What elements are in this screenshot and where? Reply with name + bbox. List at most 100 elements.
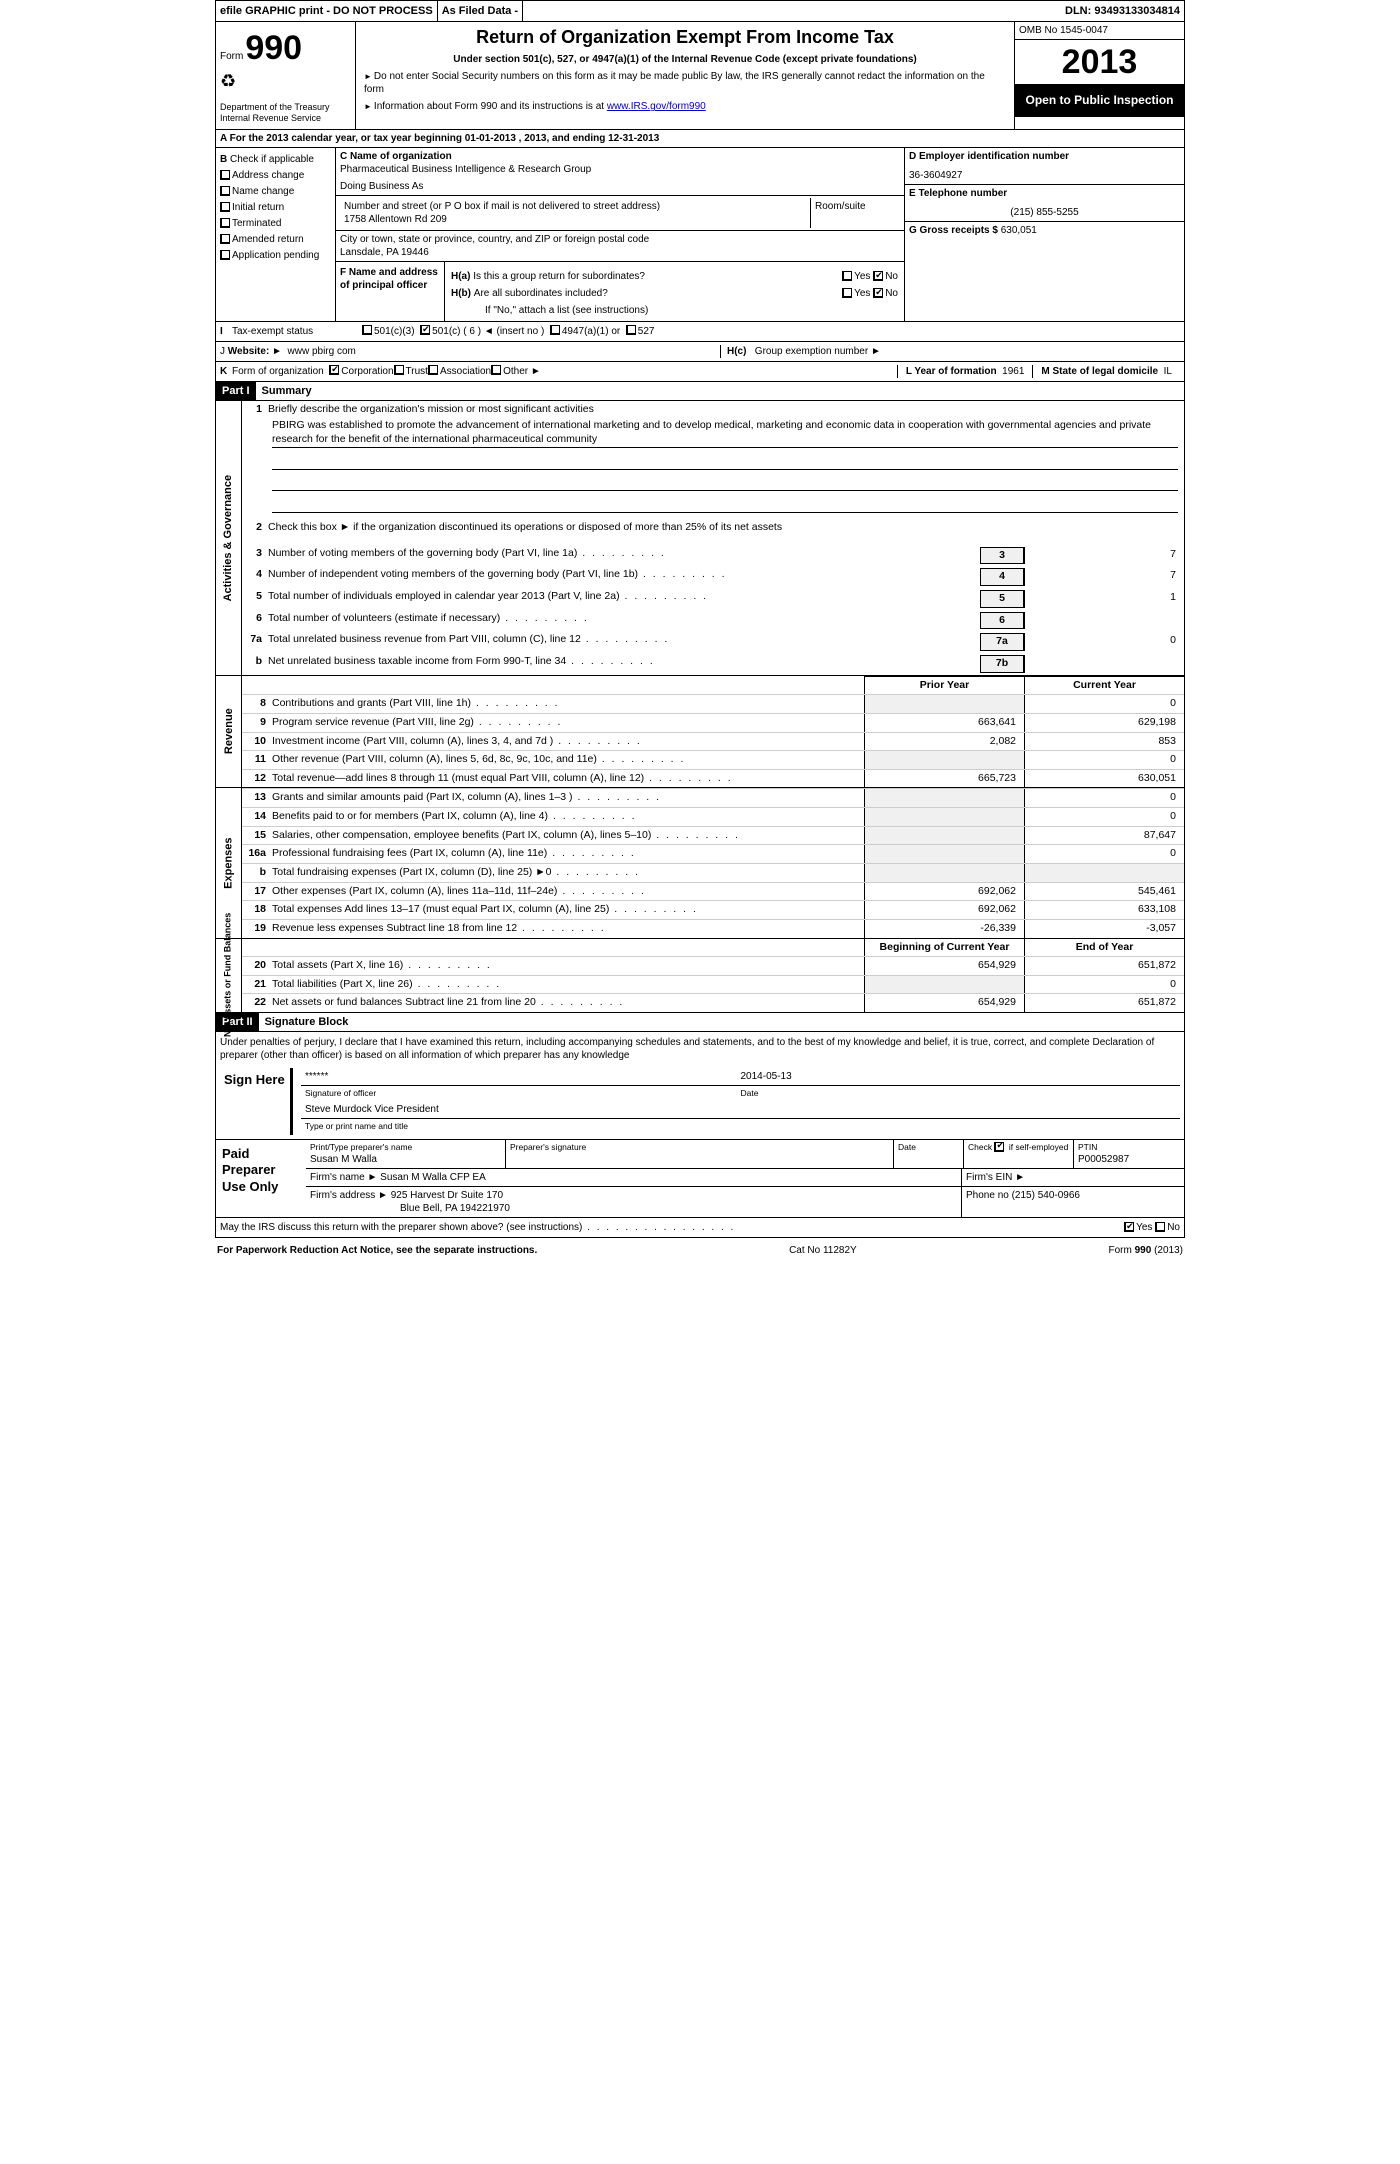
sig-date: 2014-05-13: [741, 1070, 1177, 1083]
financial-line: 14Benefits paid to or for members (Part …: [242, 807, 1184, 826]
note-2-pre: Information about Form 990 and its instr…: [374, 101, 607, 112]
checkbox-icon[interactable]: [491, 365, 501, 375]
dept-2: Internal Revenue Service: [220, 113, 351, 125]
line-a: A For the 2013 calendar year, or tax yea…: [215, 130, 1185, 148]
summary-line: 5Total number of individuals employed in…: [242, 588, 1184, 610]
signature-stars: ******: [305, 1070, 741, 1083]
financial-line: 20Total assets (Part X, line 16)654,9296…: [242, 956, 1184, 975]
checkbox-icon[interactable]: [842, 271, 852, 281]
financial-line: 22Net assets or fund balances Subtract l…: [242, 993, 1184, 1012]
ein-label: D Employer identification number: [909, 150, 1180, 163]
omb-number: OMB No 1545-0047: [1015, 22, 1184, 40]
org-address: 1758 Allentown Rd 209: [344, 213, 806, 226]
checkbox-icon[interactable]: [394, 365, 404, 375]
gross-value: 630,051: [1001, 225, 1037, 236]
row-j: J Website: ► www pbirg com H(c) Group ex…: [215, 342, 1185, 362]
checkbox-icon[interactable]: [362, 325, 372, 335]
room-label: Room/suite: [810, 198, 900, 228]
preparer-section: Paid Preparer Use Only Print/Type prepar…: [215, 1140, 1185, 1218]
org-city: Lansdale, PA 19446: [340, 246, 900, 259]
financial-line: 19Revenue less expenses Subtract line 18…: [242, 919, 1184, 938]
part-1-header: Part I Summary: [215, 382, 1185, 401]
financial-line: 13Grants and similar amounts paid (Part …: [242, 788, 1184, 807]
website-value: www pbirg com: [288, 346, 356, 357]
form-word: Form: [220, 50, 243, 63]
checkbox-icon[interactable]: [220, 250, 230, 260]
hb-note: If "No," attach a list (see instructions…: [451, 304, 898, 317]
financial-line: 10Investment income (Part VIII, column (…: [242, 732, 1184, 751]
paperwork-notice: For Paperwork Reduction Act Notice, see …: [217, 1244, 537, 1257]
checkbox-icon[interactable]: [626, 325, 636, 335]
summary-line: bNet unrelated business taxable income f…: [242, 653, 1184, 675]
financial-line: 17Other expenses (Part IX, column (A), l…: [242, 882, 1184, 901]
financial-line: bTotal fundraising expenses (Part IX, co…: [242, 863, 1184, 882]
part-2-header: Part II Signature Block: [215, 1013, 1185, 1032]
col-b: B Check if applicable Address change Nam…: [216, 148, 336, 321]
checkbox-icon[interactable]: [550, 325, 560, 335]
city-label: City or town, state or province, country…: [340, 233, 900, 246]
checkbox-icon[interactable]: [329, 365, 339, 375]
cat-no: Cat No 11282Y: [789, 1244, 857, 1257]
gross-label: G Gross receipts $: [909, 225, 998, 236]
financial-line: 18Total expenses Add lines 13–17 (must e…: [242, 900, 1184, 919]
addr-label: Number and street (or P O box if mail is…: [344, 200, 806, 213]
irs-link[interactable]: www.IRS.gov/form990: [607, 101, 706, 112]
financial-line: 16aProfessional fundraising fees (Part I…: [242, 844, 1184, 863]
checkbox-icon[interactable]: [428, 365, 438, 375]
summary-line: 6Total number of volunteers (estimate if…: [242, 610, 1184, 632]
row-i: I Tax-exempt status 501(c)(3) 501(c) ( 6…: [215, 322, 1185, 342]
dba-label: Doing Business As: [340, 180, 900, 193]
header-left: Form 990 ♻ Department of the Treasury In…: [216, 22, 356, 129]
dln: DLN: 93493133034814: [1061, 1, 1184, 21]
financial-line: 15Salaries, other compensation, employee…: [242, 826, 1184, 845]
checkbox-icon[interactable]: [220, 202, 230, 212]
revenue-section: Revenue Prior Year Current Year 8Contrib…: [215, 676, 1185, 789]
header-center: Return of Organization Exempt From Incom…: [356, 22, 1014, 129]
dept-1: Department of the Treasury: [220, 102, 351, 114]
governance-section: Activities & Governance 1Briefly describ…: [215, 401, 1185, 675]
open-inspection: Open to Public Inspection: [1015, 85, 1184, 117]
paid-preparer-label: Paid Preparer Use Only: [216, 1140, 306, 1217]
checkbox-icon[interactable]: [1124, 1222, 1134, 1232]
financial-line: 21Total liabilities (Part X, line 26)0: [242, 975, 1184, 994]
principal-officer: F Name and address of principal officer: [336, 262, 444, 321]
efile-label: efile GRAPHIC print - DO NOT PROCESS: [216, 1, 438, 21]
org-info-grid: B Check if applicable Address change Nam…: [215, 148, 1185, 322]
checkbox-icon[interactable]: [842, 288, 852, 298]
form-subtitle: Under section 501(c), 527, or 4947(a)(1)…: [364, 53, 1006, 66]
checkbox-icon[interactable]: [873, 288, 883, 298]
checkbox-icon[interactable]: [994, 1142, 1004, 1152]
governance-label: Activities & Governance: [221, 475, 235, 602]
checkbox-icon[interactable]: [220, 218, 230, 228]
checkbox-icon[interactable]: [420, 325, 430, 335]
recycle-icon: ♻: [220, 70, 351, 93]
summary-line: 3Number of voting members of the governi…: [242, 545, 1184, 567]
checkbox-icon[interactable]: [220, 186, 230, 196]
arrow-icon: [364, 71, 374, 82]
form-ref: Form 990 (2013): [1109, 1244, 1183, 1257]
asfiled-label: As Filed Data -: [438, 1, 523, 21]
netassets-section: Net Assets or Fund Balances Beginning of…: [215, 939, 1185, 1014]
expenses-section: Expenses 13Grants and similar amounts pa…: [215, 788, 1185, 938]
summary-line: 7aTotal unrelated business revenue from …: [242, 631, 1184, 653]
col-d: D Employer identification number 36-3604…: [904, 148, 1184, 321]
mission-text: PBIRG was established to promote the adv…: [272, 419, 1178, 448]
checkbox-icon[interactable]: [873, 271, 883, 281]
form-header: Form 990 ♻ Department of the Treasury In…: [215, 22, 1185, 130]
top-bar: efile GRAPHIC print - DO NOT PROCESS As …: [215, 0, 1185, 22]
checkbox-icon[interactable]: [1155, 1222, 1165, 1232]
discuss-row: May the IRS discuss this return with the…: [215, 1218, 1185, 1238]
checkbox-icon[interactable]: [220, 170, 230, 180]
form-number: 990: [245, 26, 302, 70]
form-title: Return of Organization Exempt From Incom…: [364, 26, 1006, 49]
financial-line: 8Contributions and grants (Part VIII, li…: [242, 694, 1184, 713]
financial-line: 12Total revenue—add lines 8 through 11 (…: [242, 769, 1184, 788]
tax-year: 2013: [1015, 40, 1184, 85]
col-c: C Name of organization Pharmaceutical Bu…: [336, 148, 904, 321]
sign-here-label: Sign Here: [220, 1068, 290, 1134]
financial-line: 11Other revenue (Part VIII, column (A), …: [242, 750, 1184, 769]
summary-line: 4Number of independent voting members of…: [242, 566, 1184, 588]
checkbox-icon[interactable]: [220, 234, 230, 244]
arrow-icon: [364, 101, 374, 112]
netassets-label: Net Assets or Fund Balances: [223, 913, 235, 1037]
